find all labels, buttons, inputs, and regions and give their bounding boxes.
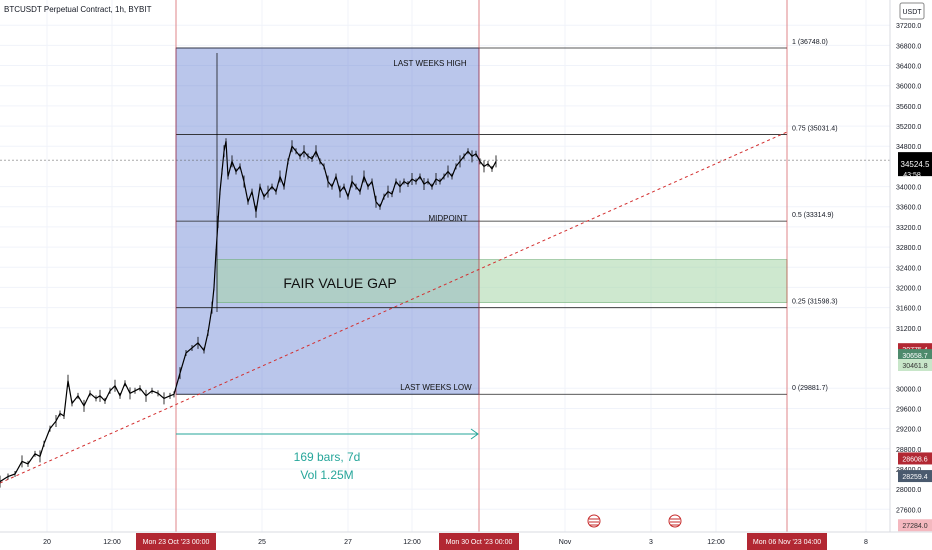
price-tick-label: 36000.0 <box>896 84 921 91</box>
price-tick-label: 31200.0 <box>896 326 921 333</box>
time-axis[interactable]: 20 12:00 Mon 23 Oct '23 00:00 25 27 12:00 Mon … <box>43 533 868 550</box>
fib-level-labels: 1 (36748.0) 0.75 (35031.4) 0.5 (33314.9) 0.… <box>792 39 838 392</box>
price-tick-label: 33200.0 <box>896 225 921 232</box>
midpoint-label: MIDPOINT <box>428 214 467 223</box>
time-tick-label: 12:00 <box>707 539 725 546</box>
time-tick-label: 20 <box>43 539 51 546</box>
time-tick-label: 12:00 <box>403 539 421 546</box>
price-tick-label: 29200.0 <box>896 427 921 434</box>
price-badges: 30775.430658.730461.828608.628259.427284… <box>898 343 932 532</box>
symbol-title: BTCUSDT Perpetual Contract, 1h, BYBIT <box>4 5 152 14</box>
fib-level-label: 0.25 (31598.3) <box>792 299 838 306</box>
time-marker-label: Mon 06 Nov '23 04:00 <box>753 539 821 546</box>
price-tick-label: 31600.0 <box>896 306 921 313</box>
current-price-badge: 34524.5 43:58 <box>898 152 932 179</box>
price-tick-label: 30000.0 <box>896 386 921 393</box>
measure-bars-label: 169 bars, 7d <box>294 450 361 464</box>
price-tick-label: 36400.0 <box>896 64 921 71</box>
fib-level-label: 0.5 (33314.9) <box>792 212 834 219</box>
price-tick-label: 28800.0 <box>896 447 921 454</box>
price-tick-label: 32000.0 <box>896 285 921 292</box>
date-range-measure[interactable]: 169 bars, 7d Vol 1.25M <box>176 428 479 482</box>
time-tick-label: 8 <box>864 539 868 546</box>
fair-value-gap-label: FAIR VALUE GAP <box>283 275 396 291</box>
time-marker-badge <box>439 533 519 550</box>
weekly-high-label: LAST WEEKS HIGH <box>393 59 466 68</box>
measure-volume-label: Vol 1.25M <box>300 468 353 482</box>
countdown-timer: 43:58 <box>903 172 921 179</box>
price-tick-label: 32400.0 <box>896 265 921 272</box>
price-badge-label: 28608.6 <box>902 456 927 463</box>
price-tick-label: 27600.0 <box>896 507 921 514</box>
current-price-value: 34524.5 <box>901 160 930 169</box>
time-marker-label: Mon 30 Oct '23 00:00 <box>446 539 513 546</box>
price-tick-label: 32800.0 <box>896 245 921 252</box>
price-tick-label: 33600.0 <box>896 205 921 212</box>
time-tick-label: 27 <box>344 539 352 546</box>
price-axis[interactable]: 37200.0 36800.0 36400.0 36000.0 35600.0 35200… <box>896 23 921 514</box>
us-flag-icon[interactable] <box>668 514 682 528</box>
price-badge <box>898 470 932 483</box>
price-tick-label: 34000.0 <box>896 185 921 192</box>
price-tick-label: 34800.0 <box>896 144 921 151</box>
price-tick-label: 29600.0 <box>896 406 921 413</box>
time-marker-label: Mon 23 Oct '23 00:00 <box>143 539 210 546</box>
price-tick-label: 36800.0 <box>896 43 921 50</box>
fib-levels[interactable] <box>176 47 787 395</box>
time-tick-label: 3 <box>649 539 653 546</box>
price-tick-label: 37200.0 <box>896 23 921 30</box>
time-tick-label: 12:00 <box>103 539 121 546</box>
price-badge-label: 30658.7 <box>902 353 927 360</box>
candle-wicks <box>0 138 497 488</box>
time-tick-label: 25 <box>258 539 266 546</box>
us-flag-icon[interactable] <box>587 514 601 528</box>
price-badge <box>898 452 932 465</box>
time-marker-badge <box>747 533 827 550</box>
price-tick-label: 35600.0 <box>896 104 921 111</box>
weekly-low-label: LAST WEEKS LOW <box>400 383 472 392</box>
time-tick-label: Nov <box>559 539 572 546</box>
price-badge-label: 27284.0 <box>902 523 927 530</box>
price-badge <box>898 519 932 532</box>
price-badge-label: 28259.4 <box>902 474 927 481</box>
fair-value-gap-box[interactable] <box>216 259 788 303</box>
currency-label: USDT <box>902 9 922 16</box>
price-tick-label: 35200.0 <box>896 124 921 131</box>
fib-level-label: 1 (36748.0) <box>792 39 828 46</box>
price-badge <box>898 358 932 371</box>
time-marker-badge <box>136 533 216 550</box>
fib-level-label: 0 (29881.7) <box>792 385 828 392</box>
price-badge <box>898 349 932 362</box>
fib-level-label: 0.75 (35031.4) <box>792 126 838 133</box>
price-tick-label: 28000.0 <box>896 487 921 494</box>
price-badge-label: 30461.8 <box>902 363 927 370</box>
currency-button[interactable] <box>899 2 925 20</box>
